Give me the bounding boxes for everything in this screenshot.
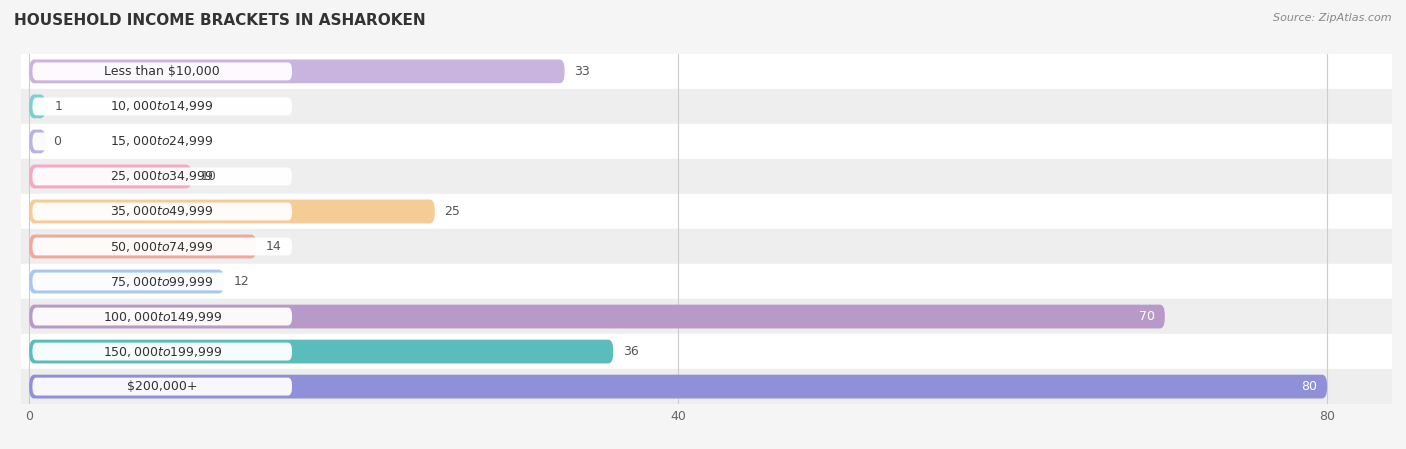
FancyBboxPatch shape [30, 269, 224, 294]
Text: HOUSEHOLD INCOME BRACKETS IN ASHAROKEN: HOUSEHOLD INCOME BRACKETS IN ASHAROKEN [14, 13, 426, 28]
FancyBboxPatch shape [32, 343, 292, 361]
Bar [21, 229, 1392, 264]
Bar [21, 54, 1392, 89]
Text: $10,000 to $14,999: $10,000 to $14,999 [111, 99, 214, 114]
Bar [21, 334, 1392, 369]
FancyBboxPatch shape [30, 304, 1164, 329]
Text: $100,000 to $149,999: $100,000 to $149,999 [103, 309, 222, 324]
FancyBboxPatch shape [30, 339, 613, 364]
FancyBboxPatch shape [30, 94, 45, 119]
Text: 14: 14 [266, 240, 281, 253]
Text: 10: 10 [201, 170, 217, 183]
FancyBboxPatch shape [30, 59, 565, 84]
Text: 25: 25 [444, 205, 460, 218]
FancyBboxPatch shape [32, 273, 292, 291]
Text: 33: 33 [574, 65, 591, 78]
Text: Source: ZipAtlas.com: Source: ZipAtlas.com [1274, 13, 1392, 23]
FancyBboxPatch shape [30, 129, 45, 154]
FancyBboxPatch shape [32, 167, 292, 185]
FancyBboxPatch shape [32, 62, 292, 80]
Text: 36: 36 [623, 345, 638, 358]
FancyBboxPatch shape [32, 132, 292, 150]
FancyBboxPatch shape [32, 378, 292, 396]
Text: $15,000 to $24,999: $15,000 to $24,999 [111, 134, 214, 149]
Bar [21, 299, 1392, 334]
Text: $25,000 to $34,999: $25,000 to $34,999 [111, 169, 214, 184]
Text: 70: 70 [1139, 310, 1156, 323]
FancyBboxPatch shape [30, 374, 1327, 399]
Text: $35,000 to $49,999: $35,000 to $49,999 [111, 204, 214, 219]
Text: $50,000 to $74,999: $50,000 to $74,999 [111, 239, 214, 254]
Bar [21, 369, 1392, 404]
FancyBboxPatch shape [32, 97, 292, 115]
Bar [21, 124, 1392, 159]
Text: $200,000+: $200,000+ [127, 380, 197, 393]
FancyBboxPatch shape [32, 202, 292, 220]
FancyBboxPatch shape [30, 199, 434, 224]
Text: $150,000 to $199,999: $150,000 to $199,999 [103, 344, 222, 359]
FancyBboxPatch shape [30, 234, 256, 259]
FancyBboxPatch shape [32, 308, 292, 326]
Text: Less than $10,000: Less than $10,000 [104, 65, 221, 78]
FancyBboxPatch shape [32, 238, 292, 255]
Text: 12: 12 [233, 275, 249, 288]
Text: 1: 1 [55, 100, 63, 113]
Bar [21, 194, 1392, 229]
Bar [21, 89, 1392, 124]
FancyBboxPatch shape [30, 164, 191, 189]
Bar [21, 264, 1392, 299]
Bar [21, 159, 1392, 194]
Text: $75,000 to $99,999: $75,000 to $99,999 [111, 274, 214, 289]
Text: 0: 0 [53, 135, 62, 148]
Text: 80: 80 [1302, 380, 1317, 393]
